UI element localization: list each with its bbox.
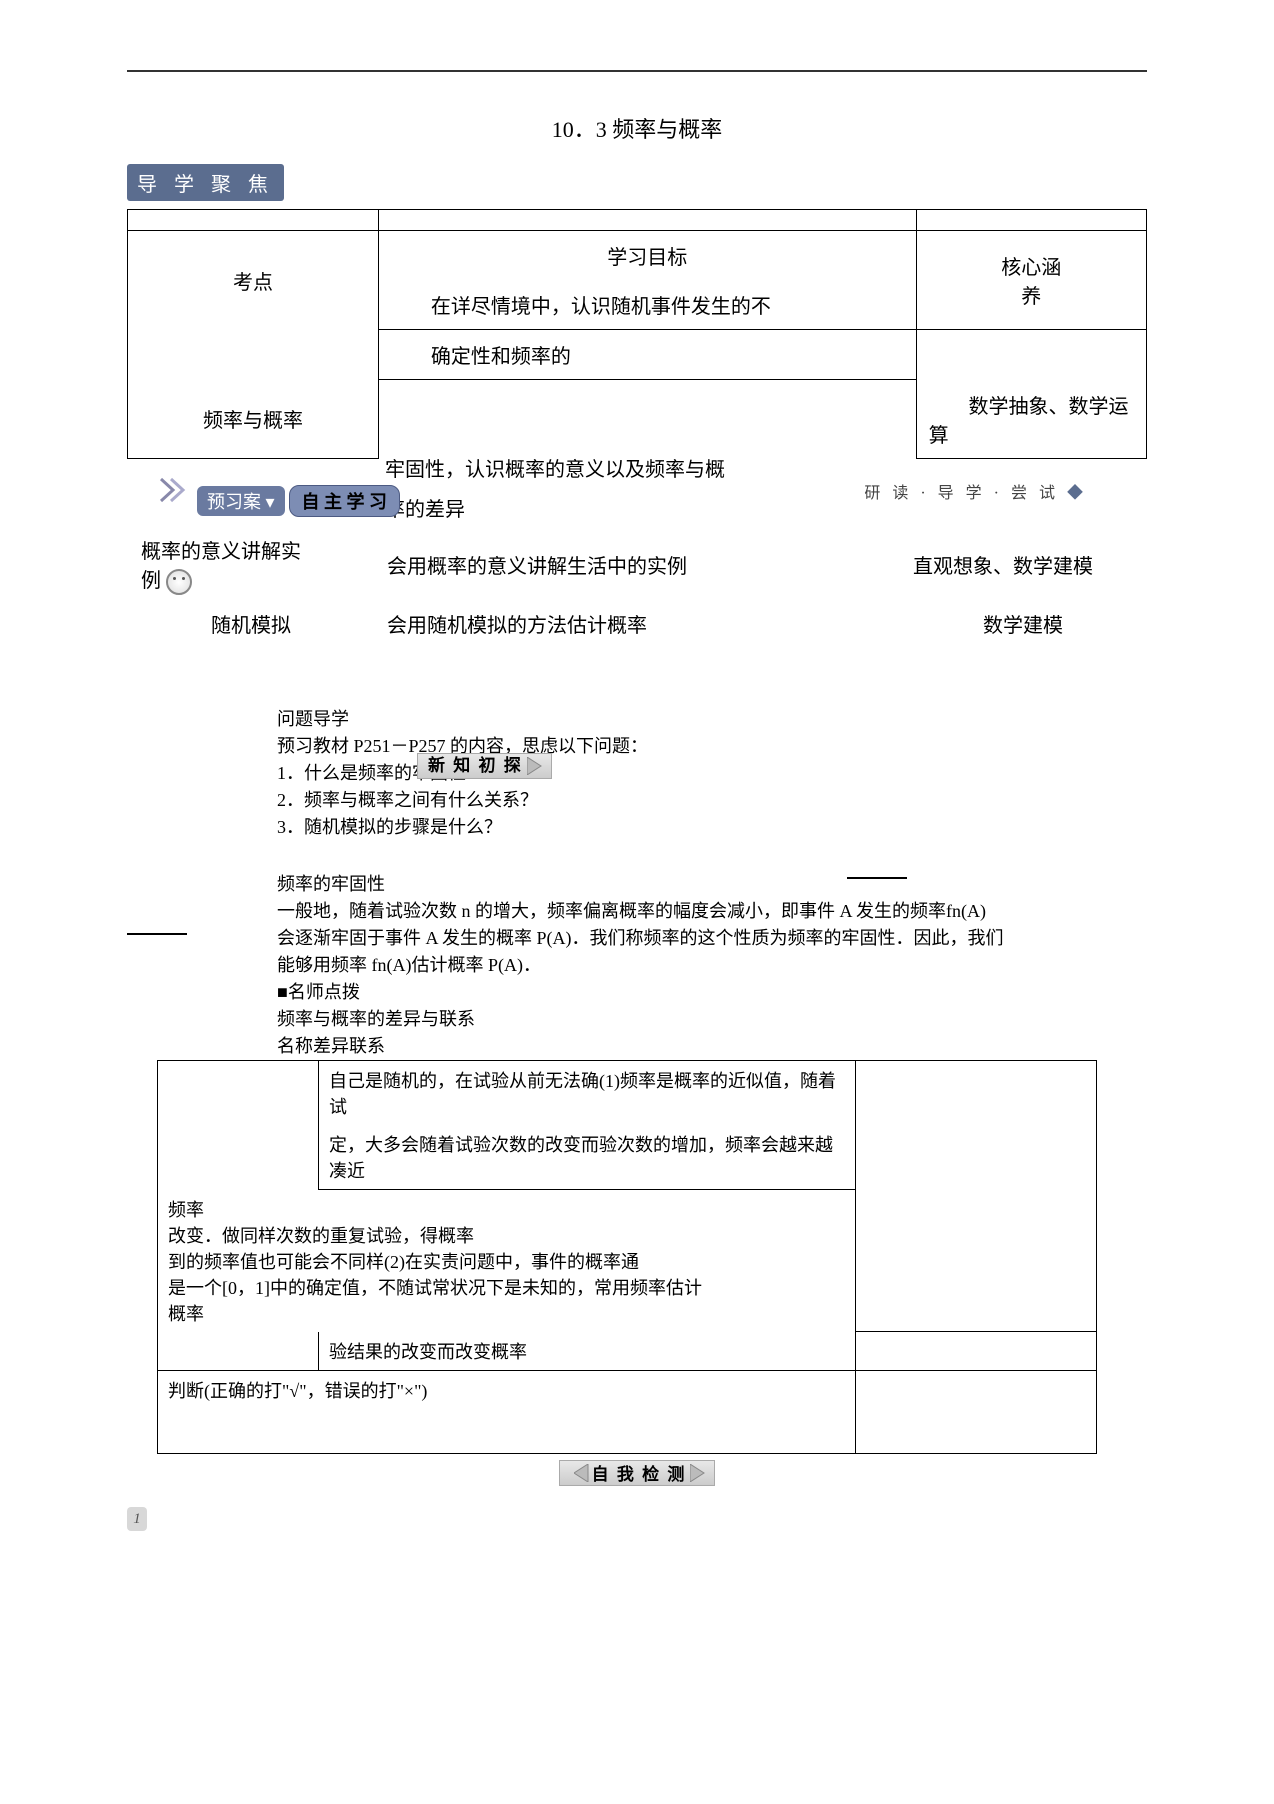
left-dash bbox=[127, 933, 187, 937]
stability-block: 频率的牢固性 一般地，随着试验次数 n 的增大，频率偏离概率的幅度会减小，即事件… bbox=[277, 871, 1047, 1060]
qg-heading: 问题导学 bbox=[277, 706, 1047, 733]
row1-c2: 在详尽情境中，认识随机事件发生的不 bbox=[378, 280, 916, 330]
qg-l4: 3．随机模拟的步骤是什么？ bbox=[277, 814, 1047, 841]
it-r4: 到的频率值也可能会不同样(2)在实责问题中，事件的概率通 bbox=[168, 1248, 845, 1274]
overlay-region: 牢固性，认识概率的意义以及频率与概 率的差异 预习案 ▾ 自 主 学 习 研 读… bbox=[127, 457, 1147, 527]
qg-l1: 预习教材 P251－P257 的内容，思虑以下问题： bbox=[277, 733, 1047, 760]
st-p5: 频率与概率的差异与联系 bbox=[277, 1006, 1047, 1033]
header-col3: 核心涵 养 bbox=[916, 231, 1146, 330]
row2-c2: 确定性和频率的 bbox=[378, 330, 916, 380]
header-col2: 学习目标 bbox=[378, 231, 916, 281]
it-r6b: 验结果的改变而改变概率 bbox=[319, 1332, 856, 1371]
st-p1: 一般地，随着试验次数 n 的增大，频率偏离概率的幅度会减小，即事件 A 发生的频… bbox=[277, 898, 1047, 925]
row5-c1: 随机模拟 bbox=[129, 603, 373, 644]
it-r5: 是一个[0，1]中的确定值，不随试常状况下是未知的，常用频率估计 bbox=[168, 1274, 845, 1300]
page-number: 1 bbox=[127, 1507, 147, 1531]
st-p4: ■名师点拨 bbox=[277, 979, 1047, 1006]
freq-prob-table: 自己是随机的，在试验从前无法确(1)频率是概率的近似值，随着试 定，大多会随着试… bbox=[157, 1060, 1097, 1454]
objectives-table: 考点 学习目标 核心涵 养 在详尽情境中，认识随机事件发生的不 确定性和频率的 … bbox=[127, 209, 1147, 459]
it-r2: 定，大多会随着试验次数的改变而验次数的增加，频率会越来越凑近 bbox=[319, 1125, 856, 1190]
self-test-tab: 自 我 检 测 bbox=[559, 1460, 716, 1486]
st-p6: 名称差异联系 bbox=[277, 1033, 1047, 1060]
row4-c1-l2: 例 bbox=[141, 570, 161, 592]
row4-c1-l1: 概率的意义讲解实 bbox=[141, 541, 301, 563]
header-col3-l2: 养 bbox=[1021, 286, 1041, 308]
chevrons-icon bbox=[157, 475, 193, 505]
row4-c2: 会用概率的意义讲解生活中的实例 bbox=[375, 529, 899, 601]
page: 10．3 频率与概率 导 学 聚 焦 考点 学习目标 核心涵 养 在详尽情境中，… bbox=[97, 70, 1177, 1531]
it-r1: 自己是随机的，在试验从前无法确(1)频率是概率的近似值，随着试 bbox=[319, 1060, 856, 1125]
doc-title: 10．3 频率与概率 bbox=[127, 112, 1147, 144]
smiley-icon bbox=[166, 569, 192, 595]
header-col3-l1: 核心涵 bbox=[1001, 257, 1061, 279]
question-guide: 问题导学 预习教材 P251－P257 的内容，思虑以下问题： 1．什么是频率的… bbox=[277, 706, 1047, 841]
preview-pill: 预习案 ▾ bbox=[197, 486, 285, 516]
qg-l3: 2．频率与概率之间有什么关系？ bbox=[277, 787, 1047, 814]
overlay-line1: 牢固性，认识概率的意义以及频率与概 bbox=[385, 453, 725, 482]
row5-c2: 会用随机模拟的方法估计概率 bbox=[375, 603, 899, 644]
judge-row: 判断(正确的打"√"，错误的打"×") bbox=[158, 1370, 856, 1453]
self-test-label-row: 自 我 检 测 bbox=[127, 1460, 1147, 1487]
side-note: 研 读 · 导 学 · 尝 试 ◆ bbox=[864, 479, 1087, 503]
it-r3b: 改变．做同样次数的重复试验，得概率 bbox=[168, 1222, 845, 1248]
it-freq-label: 频率 bbox=[168, 1196, 845, 1222]
diamond-icon: ◆ bbox=[1067, 485, 1087, 502]
st-p2: 会逐渐牢固于事件 A 发生的概率 P(A)．我们称频率的这个性质为频率的牢固性．… bbox=[277, 925, 1047, 952]
st-heading: 频率的牢固性 bbox=[277, 871, 1047, 898]
st-p3: 能够用频率 fn(A)估计概率 P(A)． bbox=[277, 952, 1047, 979]
focus-badge: 导 学 聚 焦 bbox=[127, 164, 284, 201]
under-rows: 概率的意义讲解实 例 会用概率的意义讲解生活中的实例 直观想象、数学建模 随机模… bbox=[127, 527, 1147, 646]
study-pill: 自 主 学 习 bbox=[289, 485, 401, 517]
preview-strip: 预习案 ▾ 自 主 学 习 bbox=[157, 475, 400, 517]
it-prob-label: 概率 bbox=[168, 1304, 204, 1324]
row4-c3: 直观想象、数学建模 bbox=[901, 529, 1145, 601]
row3-c1: 频率与概率 bbox=[128, 380, 379, 459]
qg-l2: 1．什么是频率的牢固性？ bbox=[277, 760, 1047, 787]
new-knowledge-tab: 新 知 初 探 bbox=[417, 753, 552, 779]
row5-c3: 数学建模 bbox=[901, 603, 1145, 644]
top-rule bbox=[127, 70, 1147, 72]
row3-c3: 数学抽象、数学运算 bbox=[916, 380, 1146, 459]
header-col1: 考点 bbox=[128, 231, 379, 330]
